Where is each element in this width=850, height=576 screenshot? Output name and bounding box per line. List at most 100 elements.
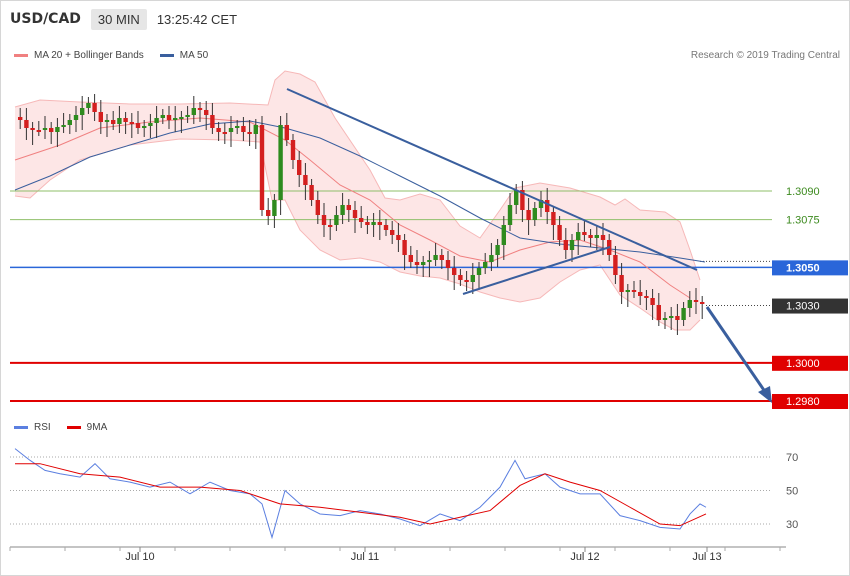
candle-body: [92, 103, 97, 112]
level-1-3000-box: [772, 355, 848, 371]
rsi-tick-50: 50: [786, 486, 798, 498]
candle-body: [545, 200, 550, 212]
candle-body: [507, 205, 513, 225]
candle-body: [309, 185, 314, 200]
candle-body: [247, 132, 252, 134]
candle-body: [476, 268, 482, 275]
x-tick-label: Jul 13: [692, 551, 721, 563]
candle-body: [526, 210, 531, 220]
candle-body: [266, 210, 271, 216]
candle-body: [402, 240, 407, 255]
x-tick-label: Jul 12: [570, 551, 599, 563]
candle-body: [489, 255, 494, 262]
candle-body: [49, 128, 54, 132]
candle-body: [359, 218, 364, 222]
ma9-swatch: [66, 426, 81, 429]
candle-body: [210, 115, 215, 128]
resistance-trendline: [286, 88, 698, 271]
candle-body: [346, 205, 351, 210]
price-labels: 1.3090 1.3075 1.3050 1.3030 1.3000 1.2980: [772, 186, 848, 409]
level-1-3090-label: 1.3090: [786, 186, 820, 198]
candle-body: [321, 215, 327, 225]
candle-body: [675, 316, 680, 320]
candle-body: [470, 275, 475, 282]
candle-body: [638, 292, 643, 296]
candle-body: [681, 308, 686, 320]
price-legend: MA 20 + Bollinger Bands MA 50: [14, 50, 208, 61]
level-1-3050-label: 1.3050: [786, 262, 820, 274]
ma9-line: [15, 463, 707, 527]
candle-body: [328, 225, 333, 227]
candle-body: [396, 235, 401, 240]
ma50-line: [14, 120, 706, 263]
rsi-legend-label: RSI: [34, 422, 51, 433]
bollinger-lower: [14, 138, 701, 331]
candle-body: [594, 235, 599, 238]
candle-body: [458, 275, 463, 280]
candle-body: [390, 230, 395, 235]
candle-body: [222, 132, 227, 134]
candle-body: [135, 123, 141, 128]
level-1-2980-box: [772, 394, 848, 409]
ma20-line: [14, 117, 691, 299]
candle-body: [117, 118, 122, 124]
candle-body: [495, 245, 500, 255]
candle-body: [235, 126, 240, 128]
candle-body: [662, 318, 668, 320]
candle-body: [656, 305, 661, 320]
candle-body: [148, 123, 153, 126]
candle-body: [445, 260, 451, 268]
candle-body: [669, 316, 674, 318]
candle-body: [414, 262, 420, 265]
candle-body: [160, 115, 165, 118]
time-label: 13:25:42 CET: [156, 11, 238, 27]
candle-body: [80, 108, 85, 115]
rsi-swatch: [14, 426, 28, 429]
candle-body: [352, 210, 358, 218]
candle-body: [179, 117, 184, 119]
candle-body: [625, 290, 630, 292]
candle-body: [104, 120, 110, 122]
candle-body: [278, 125, 283, 200]
candle-body: [303, 175, 308, 185]
candle-body: [154, 118, 159, 123]
candle-body: [334, 215, 339, 225]
rsi-tick-70: 70: [786, 452, 798, 464]
candle-body: [619, 275, 624, 292]
candle-body: [67, 120, 72, 125]
timeframe-button[interactable]: 30 MIN: [90, 8, 147, 30]
candle-body: [557, 225, 562, 240]
candle-body: [284, 125, 289, 140]
candle-body: [613, 255, 618, 275]
forecast-arrow-head: [758, 386, 772, 403]
candle-body: [216, 128, 221, 132]
level-1-3075-label: 1.3075: [786, 215, 820, 227]
bollinger-area: [15, 71, 700, 330]
candle-body: [290, 140, 296, 160]
chart-header: USD/CAD 30 MIN 13:25:42 CET: [10, 8, 237, 30]
candle-body: [18, 117, 23, 120]
level-1-2980-label: 1.2980: [786, 396, 820, 408]
ma50-swatch: [159, 54, 174, 57]
candle-body: [631, 290, 637, 292]
rsi-legend: RSI 9MA: [14, 422, 107, 433]
candle-body: [166, 115, 172, 120]
candle-body: [253, 125, 258, 134]
candle-body: [129, 122, 134, 124]
rsi-tick-30: 30: [786, 519, 798, 531]
candle-body: [297, 160, 302, 175]
candle-body: [421, 262, 426, 265]
candle-body: [340, 205, 345, 215]
candle-body: [36, 130, 41, 132]
candle-body: [61, 125, 66, 127]
candle-body: [514, 190, 519, 205]
candle-body: [204, 110, 209, 115]
ma20-legend-label: MA 20 + Bollinger Bands: [34, 50, 144, 61]
candle-body: [520, 190, 525, 210]
trendlines: [286, 88, 772, 403]
x-tick-label: Jul 10: [125, 551, 154, 563]
candle-body: [185, 115, 190, 117]
candle-body: [42, 128, 48, 130]
candle-body: [197, 108, 203, 110]
